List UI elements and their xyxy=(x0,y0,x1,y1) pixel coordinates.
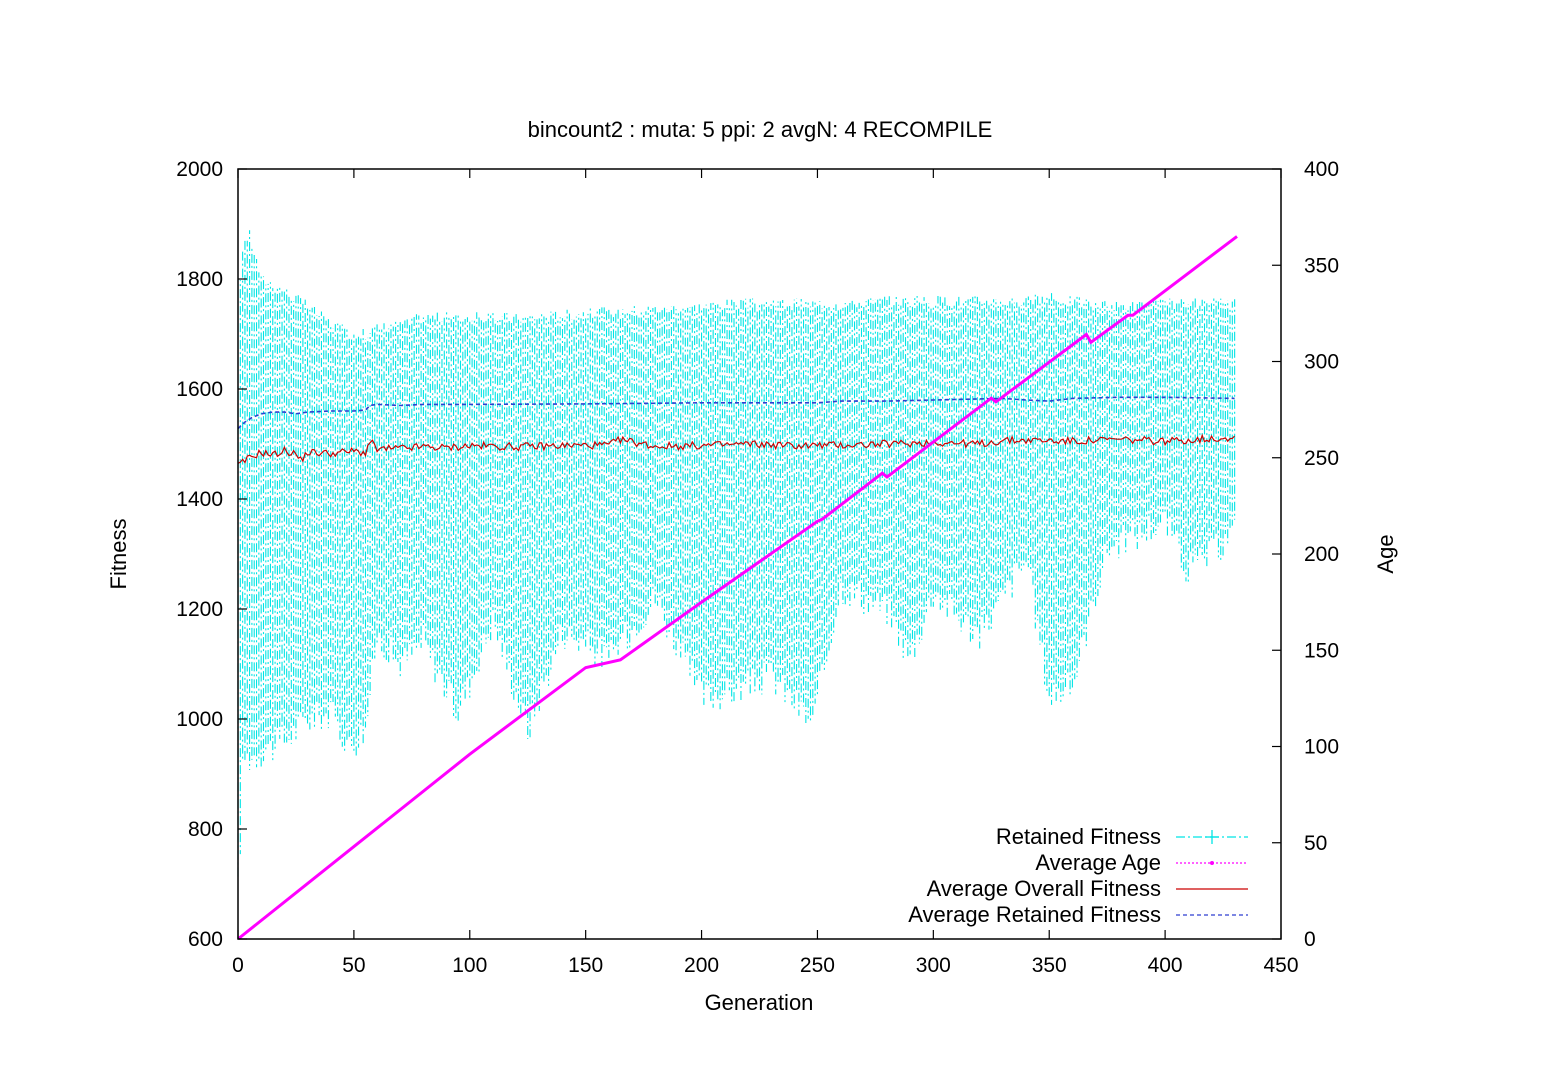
x-tick-label: 350 xyxy=(1032,954,1067,977)
axes: 0 50 100 150 200 250 300 350 400 4506008001000120… xyxy=(176,158,1339,977)
legend-label: Average Retained Fitness xyxy=(908,902,1161,927)
legend-label: Average Overall Fitness xyxy=(927,876,1161,901)
retained-fitness-series xyxy=(237,230,1236,877)
x-tick-label: 50 xyxy=(342,954,365,977)
y2-axis-label: Age xyxy=(1373,534,1398,573)
average-overall-fitness-series xyxy=(237,433,1236,464)
average-retained-fitness-line xyxy=(237,396,1235,430)
y2-tick-label: 0 xyxy=(1304,928,1316,951)
x-tick-label: 100 xyxy=(452,954,487,977)
x-tick-label: 300 xyxy=(916,954,951,977)
y2-tick-label: 300 xyxy=(1304,351,1339,374)
average-retained-fitness-series xyxy=(237,396,1235,430)
y2-tick-label: 250 xyxy=(1304,447,1339,470)
y2-tick-label: 350 xyxy=(1304,254,1339,277)
y-tick-label: 600 xyxy=(188,928,223,951)
legend-swatch-marker xyxy=(1210,861,1214,865)
y2-tick-label: 400 xyxy=(1304,158,1339,181)
x-tick-label: 400 xyxy=(1148,954,1183,977)
average-age-series xyxy=(237,235,1238,941)
y2-tick-label: 50 xyxy=(1304,832,1327,855)
x-tick-label: 150 xyxy=(568,954,603,977)
average-age-line xyxy=(237,235,1238,941)
legend-label: Average Age xyxy=(1035,850,1161,875)
y-tick-label: 1200 xyxy=(176,598,223,621)
y2-tick-label: 200 xyxy=(1304,543,1339,566)
y-tick-label: 1600 xyxy=(176,378,223,401)
legend-label: Retained Fitness xyxy=(996,824,1161,849)
average-overall-fitness-line xyxy=(237,433,1236,464)
y2-tick-label: 100 xyxy=(1304,736,1339,759)
y-tick-label: 2000 xyxy=(176,158,223,181)
y-axis-label: Fitness xyxy=(106,519,131,590)
x-tick-label: 250 xyxy=(800,954,835,977)
x-axis-label: Generation xyxy=(705,990,814,1015)
chart-title: bincount2 : muta: 5 ppi: 2 avgN: 4 RECOM… xyxy=(528,117,993,142)
y-tick-label: 1800 xyxy=(176,268,223,291)
x-tick-label: 450 xyxy=(1263,954,1298,977)
y2-tick-label: 150 xyxy=(1304,639,1339,662)
x-tick-label: 200 xyxy=(684,954,719,977)
y-tick-label: 1400 xyxy=(176,488,223,511)
y-tick-label: 800 xyxy=(188,818,223,841)
x-tick-label: 0 xyxy=(232,954,244,977)
y-tick-label: 1000 xyxy=(176,708,223,731)
